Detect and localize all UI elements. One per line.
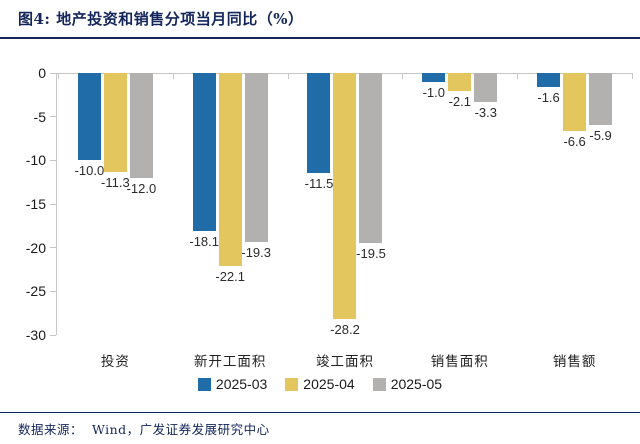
bar: [537, 73, 561, 87]
bar-value-label: -6.6: [563, 134, 586, 149]
bar-column: -3.3: [474, 73, 498, 120]
bar-column: -22.1: [215, 73, 245, 284]
legend-swatch-icon: [285, 377, 299, 391]
bar-group: -1.0 -2.1 -3.3: [402, 73, 517, 335]
bar: [218, 73, 242, 266]
y-tick-mark: [50, 247, 56, 249]
bar-value-label: -11.5: [304, 176, 334, 191]
bar-column: -11.5: [305, 73, 333, 191]
bar: [307, 73, 331, 173]
bar-column: -6.6: [563, 73, 587, 149]
bar-value-label: -11.3: [101, 175, 130, 190]
bar-value-label: -1.6: [537, 90, 560, 105]
bar-column: -5.9: [589, 73, 613, 143]
y-tick-label: -30: [25, 327, 46, 343]
bar-value-label: -10.0: [74, 163, 105, 178]
chart-legend: 2025-03 2025-04 2025-05: [0, 376, 640, 392]
bar-column: -1.6: [537, 73, 561, 105]
y-tick-mark: [50, 334, 56, 336]
bar: [359, 73, 383, 243]
x-category-label: 销售面积: [430, 354, 489, 370]
legend-swatch-icon: [197, 377, 211, 391]
x-tick-mark: [632, 73, 633, 79]
bar-value-label: -19.5: [356, 246, 386, 261]
bar: [474, 73, 498, 102]
x-tick-mark: [402, 73, 404, 79]
footer-divider: [0, 412, 640, 413]
y-tick-mark: [50, 72, 56, 74]
x-category-label: 投资: [100, 354, 130, 370]
bar-column: -1.0: [422, 73, 446, 100]
y-tick-mark: [50, 159, 56, 161]
bar-value-label: -1.0: [422, 85, 445, 100]
y-tick-mark: [50, 116, 56, 118]
title-divider: [0, 37, 640, 39]
x-category-label: 新开工面积: [193, 354, 267, 370]
bar-value-label: -22.1: [215, 269, 246, 284]
bar-value-label: -5.9: [589, 128, 612, 143]
y-tick-label: -10: [25, 152, 46, 169]
legend-item: 2025-04: [285, 376, 355, 392]
legend-label: 2025-03: [215, 376, 268, 392]
bar-column: -19.5: [356, 73, 386, 261]
y-tick-label: -5: [33, 108, 46, 125]
bar: [103, 73, 127, 172]
bar: [192, 73, 216, 231]
legend-swatch-icon: [372, 377, 386, 391]
y-tick-label: 0: [38, 65, 46, 81]
bar: [589, 73, 613, 125]
x-category-label: 竣工面积: [315, 354, 374, 370]
data-source-note: 数据来源： Wind，广发证券发展研究中心: [18, 422, 270, 437]
y-tick-label: -15: [25, 196, 46, 212]
bar-column: -10.0: [75, 73, 104, 178]
bar: [563, 73, 587, 131]
x-tick-mark: [172, 73, 174, 79]
y-axis-line: [56, 73, 57, 335]
legend-item: 2025-05: [372, 376, 443, 392]
x-category-label: 销售额: [552, 354, 597, 370]
bar-column: -19.3: [241, 73, 271, 260]
x-tick-mark: [517, 73, 519, 79]
bar-column: -28.2: [330, 73, 360, 337]
bar-column: -2.1: [448, 73, 472, 109]
bar: [244, 73, 268, 242]
bar-group: -1.6 -6.6 -5.9: [517, 73, 632, 335]
bar-value-label: -2.1: [448, 94, 471, 109]
bar-group: -11.5 -28.2 -19.5: [288, 73, 403, 337]
legend-label: 2025-04: [303, 376, 355, 392]
y-tick-label: -25: [25, 283, 46, 300]
bar-value-label: -18.1: [189, 234, 220, 249]
bar: [448, 73, 472, 91]
legend-label: 2025-05: [390, 376, 443, 392]
bar-column: -11.3: [101, 73, 130, 190]
bar: [333, 73, 357, 319]
bar-column: -12.0: [127, 73, 156, 196]
x-tick-mark: [287, 73, 289, 79]
plot-area: -10.0 -11.3 -12.0 -18.1 -22.1 -19.3 -11.5 -28.2…: [58, 73, 632, 337]
bar-value-label: -28.2: [330, 322, 360, 337]
bar-value-label: -19.3: [241, 245, 272, 260]
y-tick-label: -20: [25, 239, 46, 256]
bar-group: -10.0 -11.3 -12.0: [58, 73, 173, 335]
bar: [129, 73, 153, 178]
chart-title: 图4: 地产投资和销售分项当月同比（%）: [18, 10, 304, 28]
bar-group: -18.1 -22.1 -19.3: [173, 73, 288, 335]
bar: [422, 73, 446, 82]
bar-value-label: -3.3: [474, 105, 497, 120]
x-axis-labels: 投资 新开工面积 竣工面积 销售面积 销售额: [58, 350, 632, 370]
x-tick-mark: [58, 73, 59, 79]
bar: [77, 73, 101, 160]
y-tick-mark: [50, 290, 56, 292]
y-tick-mark: [50, 203, 56, 205]
bar-column: -18.1: [189, 73, 219, 249]
bar-value-label: -12.0: [126, 181, 157, 196]
legend-item: 2025-03: [197, 376, 268, 392]
